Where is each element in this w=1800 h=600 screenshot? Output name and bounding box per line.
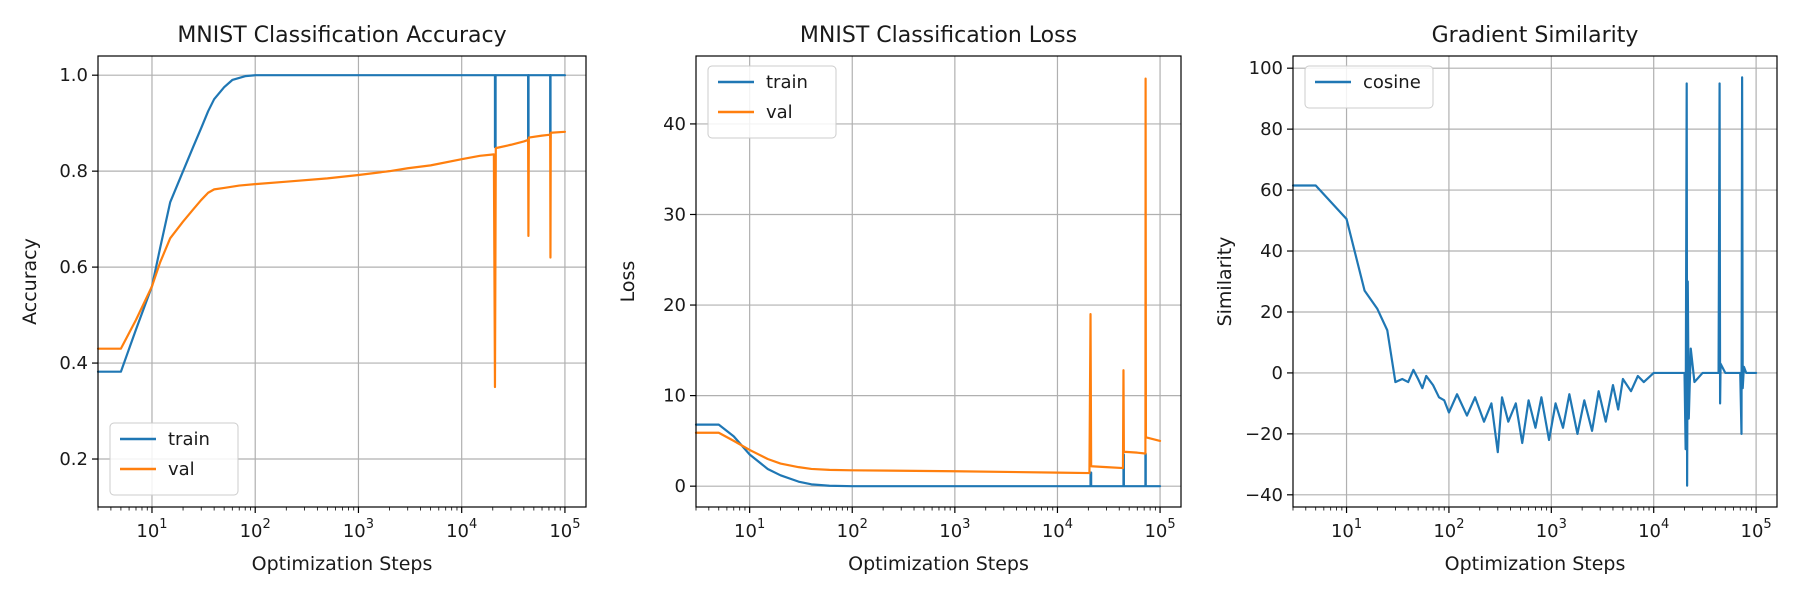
- chart-1-y-tick-label: 0.6: [59, 257, 88, 278]
- chart-3-x-tick-label: 103: [1536, 517, 1567, 542]
- chart-1-x-tick-label: 104: [446, 517, 477, 542]
- chart-1-series-val-line: [96, 130, 567, 389]
- chart-3-x-tick-label: 104: [1638, 517, 1669, 542]
- chart-2-legend-label-val: val: [766, 102, 793, 123]
- chart-2-x-tick-label: 103: [939, 517, 970, 542]
- chart-2-legend-label-train: train: [766, 72, 808, 93]
- chart-1-y-axis-label: Accuracy: [19, 238, 41, 325]
- chart-3-y-tick-label: 20: [1260, 302, 1283, 323]
- chart-2-plot-frame: [695, 55, 1182, 508]
- chart-1-y-tick-label: 0.8: [59, 161, 88, 182]
- chart-1-title: MNIST Classification Accuracy: [177, 23, 506, 48]
- chart-2-legend-box: [707, 65, 837, 139]
- chart-2-y-tick-label: 0: [675, 476, 686, 497]
- chart-2-series-val-line: [694, 77, 1162, 475]
- chart-2-y-tick-label: 40: [663, 114, 686, 135]
- chart-2-y-tick-label: 10: [663, 386, 686, 407]
- chart-2-series-train-line: [694, 423, 1162, 488]
- chart-1-series-train-line: [96, 74, 567, 373]
- chart-3-x-tick-label: 101: [1331, 517, 1362, 542]
- chart-3-y-tick-label: 40: [1260, 241, 1283, 262]
- chart-3-legend-label-cosine: cosine: [1363, 72, 1421, 93]
- chart-1-plot-frame: [97, 55, 587, 508]
- chart-3-y-tick-label: −40: [1245, 485, 1283, 506]
- chart-3-x-axis-label: Optimization Steps: [1445, 553, 1626, 575]
- chart-2-y-tick-label: 20: [663, 295, 686, 316]
- chart-1-legend-box: [109, 422, 239, 496]
- chart-2-legend: train val: [707, 65, 837, 139]
- chart-3-panel: 101 102 103 104 105 −40 −20 0 20 40 60 80 100 Gradien…: [1214, 23, 1778, 575]
- chart-2-y-axis-label: Loss: [617, 261, 639, 303]
- chart-3-title: Gradient Similarity: [1432, 23, 1639, 48]
- chart-1-x-tick-label: 105: [549, 517, 580, 542]
- chart-3-plot-frame: [1292, 55, 1778, 508]
- chart-1-y-tick-label: 1.0: [59, 65, 88, 86]
- chart-3-x-tick-label: 102: [1433, 517, 1464, 542]
- chart-3-y-tick-label: 0: [1272, 363, 1283, 384]
- chart-3-y-tick-label: 60: [1260, 180, 1283, 201]
- chart-1-x-axis-label: Optimization Steps: [252, 553, 433, 575]
- chart-1-x-tick-label: 101: [136, 517, 167, 542]
- chart-3-y-axis-label: Similarity: [1214, 237, 1236, 327]
- chart-1-y-tick-label: 0.2: [59, 449, 88, 470]
- chart-3-y-tick-label: −20: [1245, 424, 1283, 445]
- chart-1-x-tick-label: 102: [240, 517, 271, 542]
- chart-2-x-tick-label: 105: [1144, 517, 1175, 542]
- chart-1-legend-label-train: train: [168, 429, 210, 450]
- chart-1-legend-label-val: val: [168, 459, 195, 480]
- chart-1-legend: train val: [109, 422, 239, 496]
- chart-3-x-tick-label: 105: [1741, 517, 1772, 542]
- chart-2-y-tick-label: 30: [663, 204, 686, 225]
- chart-1-y-tick-label: 0.4: [59, 353, 88, 374]
- chart-2-x-tick-label: 104: [1042, 517, 1073, 542]
- chart-3-y-tick-label: 80: [1260, 119, 1283, 140]
- chart-3-series-cosine-line: [1291, 76, 1758, 487]
- chart-1-panel: 101 102 103 104 105 0.2 0.4 0.6 0.8 1.0 MNIST Clas…: [19, 23, 587, 575]
- chart-2-x-tick-label: 101: [734, 517, 765, 542]
- chart-2-x-tick-label: 102: [837, 517, 868, 542]
- chart-3-legend: cosine: [1304, 65, 1434, 109]
- chart-2-x-axis-label: Optimization Steps: [848, 553, 1029, 575]
- chart-2-panel: 101 102 103 104 105 0 10 20 30 40 MNIST Classifica…: [617, 23, 1182, 575]
- chart-2-title: MNIST Classification Loss: [800, 23, 1077, 48]
- chart-3-y-tick-label: 100: [1249, 58, 1283, 79]
- chart-1-x-tick-label: 103: [343, 517, 374, 542]
- chart-3-legend-box: [1304, 65, 1434, 109]
